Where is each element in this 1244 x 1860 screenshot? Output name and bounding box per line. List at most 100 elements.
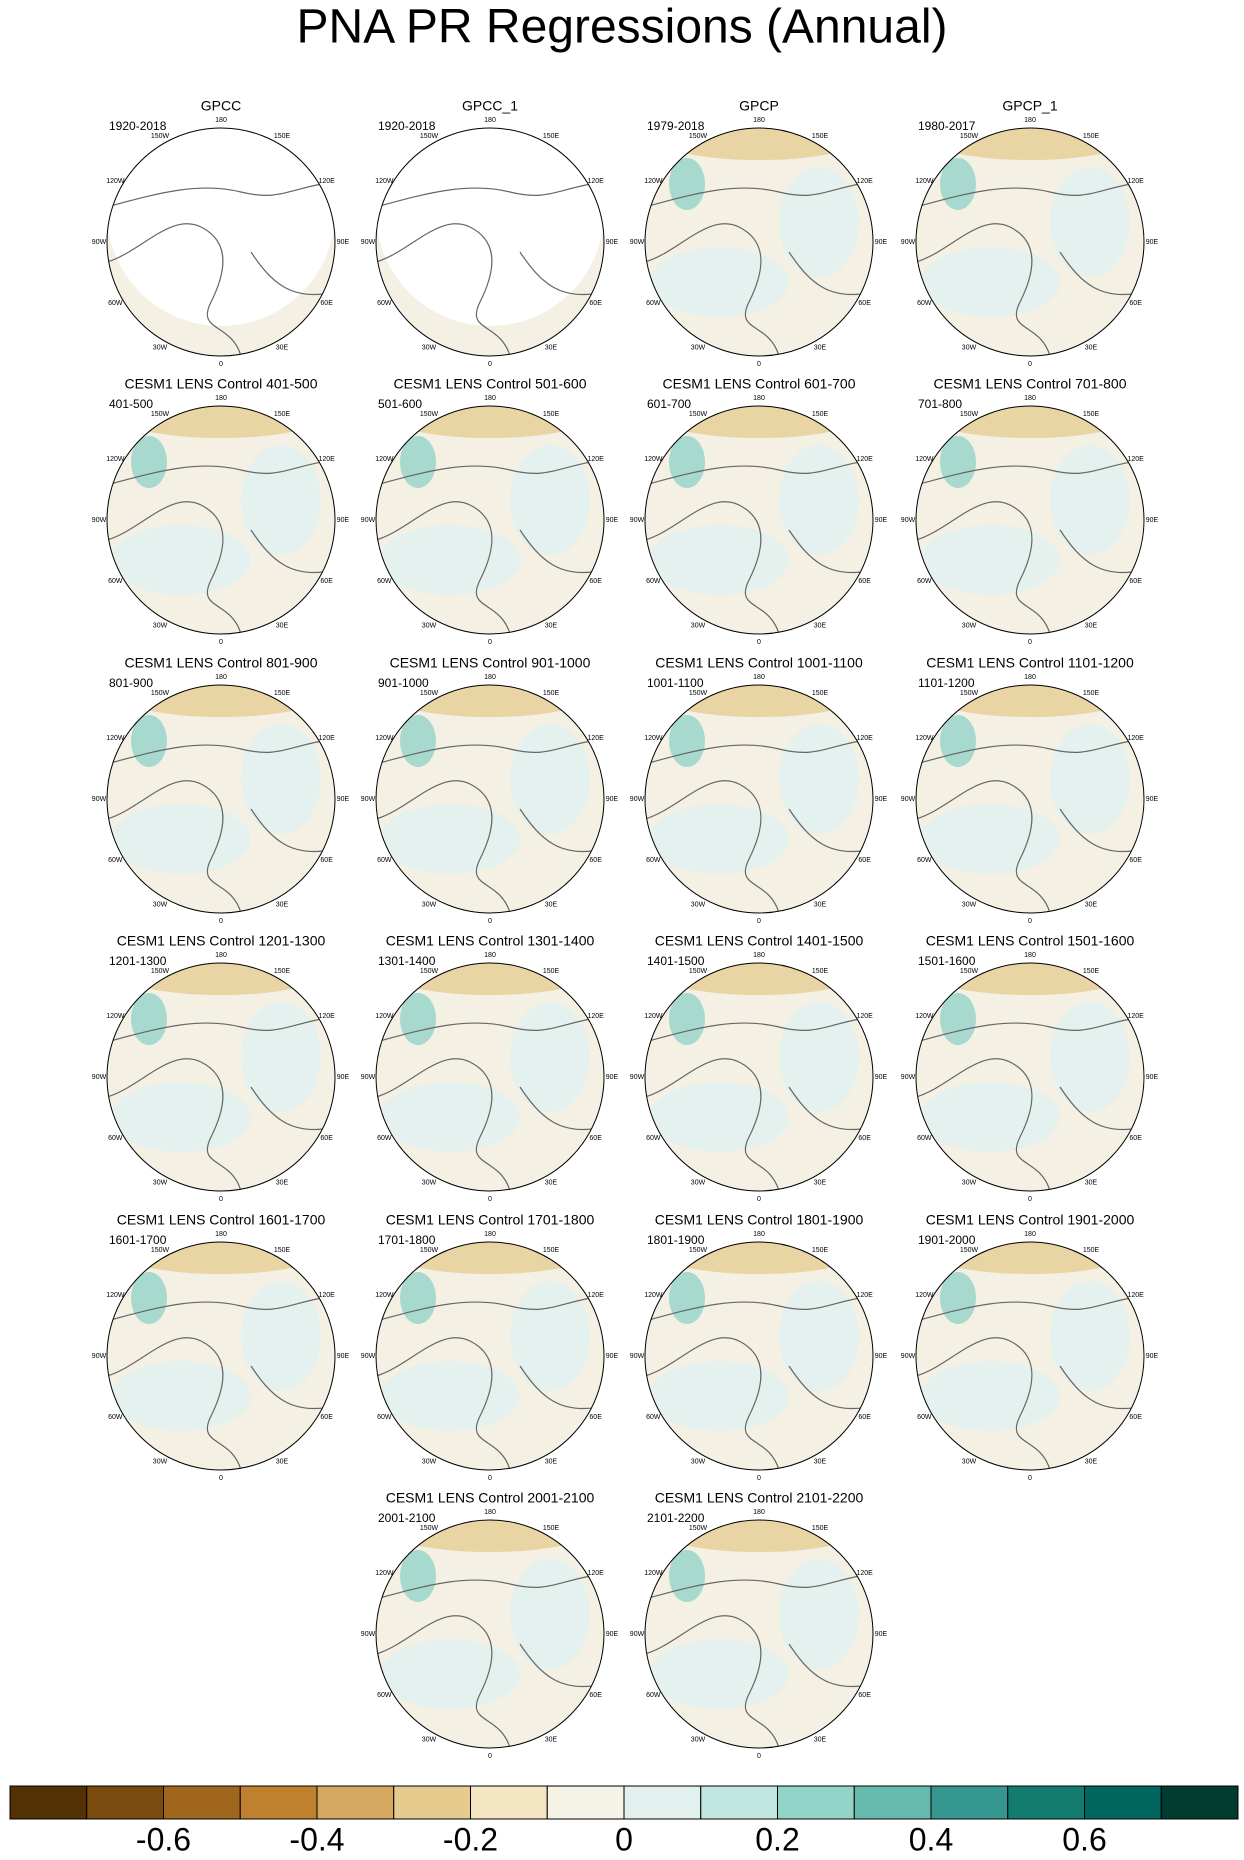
lon-label: 150E <box>274 968 291 975</box>
lon-label: 150W <box>420 690 439 697</box>
map-field <box>107 406 335 634</box>
panel-title: GPCC_1 <box>462 98 518 114</box>
field-blob <box>649 1082 789 1152</box>
lon-label: 180 <box>484 952 496 959</box>
lon-label: 30E <box>276 901 289 908</box>
lon-label: 120W <box>915 735 934 742</box>
field-blob <box>649 804 789 874</box>
lon-label: 60W <box>646 300 661 307</box>
lon-label: 150E <box>1083 968 1100 975</box>
lon-label: 90E <box>337 517 350 524</box>
lon-label: 120E <box>856 1013 873 1020</box>
lon-label: 150W <box>689 411 708 418</box>
lon-label: 30E <box>276 344 289 351</box>
map-rim <box>644 962 874 1192</box>
lon-label: 120W <box>375 1013 394 1020</box>
colorbar-tick-label: 0 <box>615 1821 633 1857</box>
lon-label: 60W <box>646 857 661 864</box>
map-field <box>916 406 1144 634</box>
lon-label: 180 <box>1024 1231 1036 1238</box>
field-blob <box>400 715 436 767</box>
lon-label: 30E <box>814 901 827 908</box>
colorbar-box <box>9 1785 88 1820</box>
field-blob <box>779 1002 859 1112</box>
lon-label: 60E <box>1129 578 1142 585</box>
field-blob <box>1050 1281 1130 1391</box>
lon-label: 90W <box>361 1631 376 1638</box>
colorbar-tick-label: 0.6 <box>1062 1821 1106 1857</box>
lon-label: 0 <box>219 1475 223 1482</box>
lon-label: 0 <box>219 1196 223 1203</box>
field-blob <box>1050 724 1130 834</box>
panel-title: CESM1 LENS Control 901-1000 <box>390 655 591 671</box>
lon-label: 30W <box>153 1179 168 1186</box>
lon-label: 120E <box>587 178 604 185</box>
panel-period: 901-1000 <box>378 676 429 690</box>
lon-label: 60W <box>108 578 123 585</box>
lon-label: 150E <box>812 133 829 140</box>
lon-label: 60E <box>589 857 602 864</box>
field-blob <box>131 1272 167 1324</box>
field-blob <box>920 1361 1060 1431</box>
colorbar-tick-label: -0.2 <box>443 1821 498 1857</box>
lon-label: 60E <box>1129 857 1142 864</box>
field-blob <box>510 1002 590 1112</box>
lon-label: 90W <box>630 1074 645 1081</box>
field-blob <box>131 993 167 1045</box>
colorbar-tick-label: -0.6 <box>136 1821 191 1857</box>
lon-label: 120W <box>375 1570 394 1577</box>
lon-label: 60E <box>858 1135 871 1142</box>
colorbar-box <box>1160 1785 1239 1820</box>
field-blob <box>510 1559 590 1669</box>
colorbar-box <box>700 1785 778 1820</box>
lon-label: 120E <box>318 1013 335 1020</box>
lon-label: 180 <box>753 395 765 402</box>
lon-label: 90W <box>630 1353 645 1360</box>
lon-label: 120E <box>318 456 335 463</box>
lon-label: 120E <box>1127 1013 1144 1020</box>
lon-label: 60E <box>858 1692 871 1699</box>
lon-label: 180 <box>753 117 765 124</box>
lon-label: 180 <box>484 395 496 402</box>
lon-label: 180 <box>215 674 227 681</box>
lon-label: 120W <box>644 1013 663 1020</box>
map-panel: GPCP 1979-2018 180 150E 120E 90E 60E 30E 0 30W 60W… <box>630 98 888 368</box>
colorbar-box <box>853 1785 932 1820</box>
lon-label: 90E <box>875 517 888 524</box>
lon-label: 60E <box>1129 1135 1142 1142</box>
lon-label: 150W <box>151 690 170 697</box>
lon-label: 180 <box>753 952 765 959</box>
lon-label: 30E <box>1085 1179 1098 1186</box>
lon-label: 150E <box>1083 690 1100 697</box>
colorbar-box <box>546 1785 625 1820</box>
field-blob <box>131 715 167 767</box>
map-panel: CESM1 LENS Control 2001-2100 2001-2100 180… <box>361 1490 619 1760</box>
lon-label: 90W <box>92 1353 107 1360</box>
lon-label: 90W <box>361 796 376 803</box>
panel-title: GPCP_1 <box>1002 98 1057 114</box>
field-band <box>118 406 324 438</box>
map-field <box>376 1242 604 1470</box>
lon-label: 30E <box>1085 901 1098 908</box>
lon-label: 90W <box>361 1353 376 1360</box>
field-band <box>118 963 324 995</box>
panel-period: 701-800 <box>918 397 962 411</box>
map-rim <box>915 962 1145 1192</box>
lon-label: 30W <box>422 622 437 629</box>
panel-title: CESM1 LENS Control 1201-1300 <box>117 933 326 949</box>
lon-label: 120E <box>318 178 335 185</box>
field-band <box>387 963 593 995</box>
field-blob <box>111 1082 251 1152</box>
lon-label: 120E <box>1127 735 1144 742</box>
lon-label: 90W <box>901 1353 916 1360</box>
field-band <box>387 1242 593 1274</box>
field-blob <box>779 167 859 277</box>
lon-label: 90W <box>361 517 376 524</box>
colorbar-box <box>623 1785 702 1820</box>
lon-label: 90E <box>337 239 350 246</box>
lon-label: 0 <box>488 361 492 368</box>
lon-label: 30E <box>545 1179 558 1186</box>
field-blob <box>779 724 859 834</box>
map-rim <box>375 684 605 914</box>
lon-label: 0 <box>757 361 761 368</box>
